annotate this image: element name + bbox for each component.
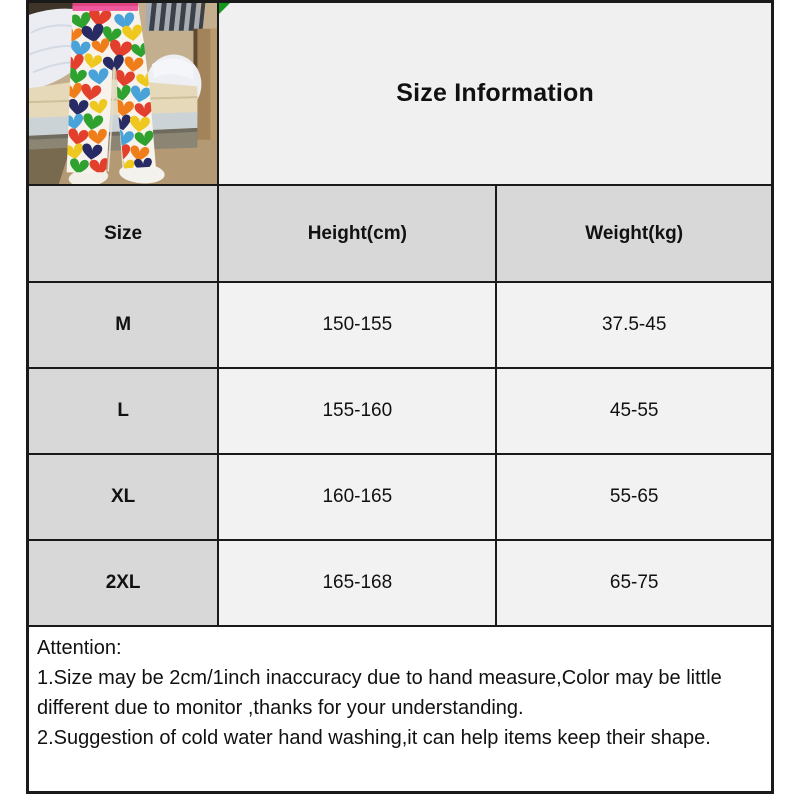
socks <box>68 163 165 184</box>
column-header-height: Height(cm) <box>217 184 498 284</box>
weight-value-m: 37.5-45 <box>495 281 774 370</box>
table-row: XL 160-165 55-65 <box>26 453 774 542</box>
floor-corner <box>29 147 71 184</box>
table-row: 2XL 165-168 65-75 <box>26 539 774 628</box>
size-label-m: M <box>26 281 220 370</box>
weight-value-2xl: 65-75 <box>495 539 774 628</box>
table-row: L 155-160 45-55 <box>26 367 774 456</box>
attention-title: Attention: <box>37 637 122 660</box>
page-title: Size Information <box>396 79 594 108</box>
height-value-2xl: 165-168 <box>217 539 498 628</box>
product-photo <box>26 0 220 187</box>
table-row: M 150-155 37.5-45 <box>26 281 774 370</box>
attention-section: Attention: 1.Size may be 2cm/1inch inacc… <box>26 625 774 794</box>
height-value-m: 150-155 <box>217 281 498 370</box>
size-information-header: Size Information <box>217 0 774 187</box>
column-header-weight: Weight(kg) <box>495 184 774 284</box>
size-label-2xl: 2XL <box>26 539 220 628</box>
column-header-size: Size <box>26 184 220 284</box>
pajama-pants-photo-illustration <box>29 3 217 184</box>
table-row-top: Size Information <box>26 0 774 187</box>
height-value-xl: 160-165 <box>217 453 498 542</box>
size-label-l: L <box>26 367 220 456</box>
height-value-l: 155-160 <box>217 367 498 456</box>
size-label-xl: XL <box>26 453 220 542</box>
attention-row: Attention: 1.Size may be 2cm/1inch inacc… <box>26 625 774 794</box>
size-chart-sheet: Size Information Size Height(cm) Weight(… <box>26 0 774 794</box>
attention-note-2: 2.Suggestion of cold water hand washing,… <box>37 727 711 750</box>
table-header-row: Size Height(cm) Weight(kg) <box>26 184 774 284</box>
weight-value-xl: 55-65 <box>495 453 774 542</box>
attention-note-1: 1.Size may be 2cm/1inch inaccuracy due t… <box>37 667 722 720</box>
weight-value-l: 45-55 <box>495 367 774 456</box>
pajama-pants <box>66 3 156 173</box>
green-corner-flag-icon <box>220 3 231 14</box>
striped-blind <box>145 3 206 31</box>
pink-waistband <box>72 3 138 11</box>
